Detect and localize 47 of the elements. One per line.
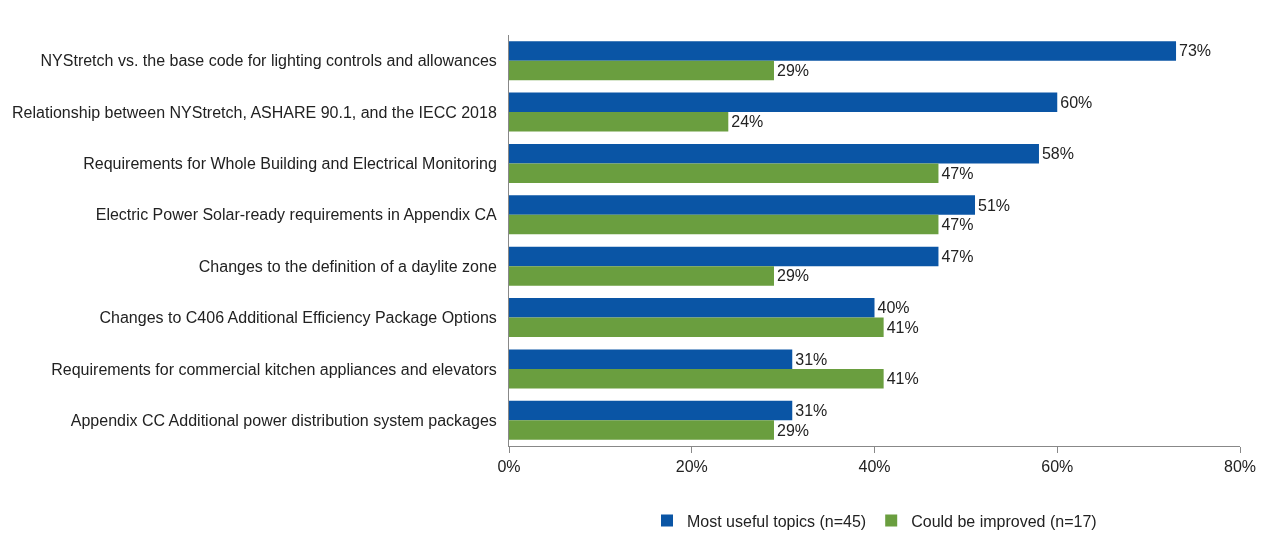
data-label: 47%	[941, 247, 974, 265]
bar	[509, 420, 774, 440]
bar	[509, 266, 774, 286]
bar	[509, 349, 793, 369]
bar	[509, 60, 774, 81]
y-tick-label: Changes to C406 Additional Efficiency Package Options	[99, 309, 497, 327]
bar	[509, 195, 976, 215]
bar	[509, 143, 1039, 164]
y-tick-label: Appendix CC Additional power distribution system packages	[70, 411, 497, 429]
bar	[509, 368, 884, 389]
y-tick-label: Requirements for Whole Building and Electrical Monitoring	[83, 155, 497, 173]
data-label: 40%	[877, 299, 910, 317]
bar	[509, 112, 729, 132]
data-label: 24%	[731, 113, 764, 131]
data-label: 31%	[795, 350, 828, 368]
data-label: 47%	[941, 164, 974, 182]
y-tick-label: Relationship between NYStretch, ASHARE 90.1, and the IECC 2018	[12, 103, 497, 121]
data-label: 29%	[776, 421, 810, 439]
legend-label: Could be improved (n=17)	[911, 512, 1097, 530]
data-label: 41%	[886, 318, 919, 336]
data-label: 41%	[886, 370, 919, 388]
data-label: 58%	[1041, 145, 1074, 163]
bar	[509, 214, 939, 235]
data-label: 31%	[795, 402, 828, 420]
x-tick-label: 20%	[675, 458, 708, 476]
y-tick-label: Requirements for commercial kitchen appliances and elevators	[51, 360, 497, 378]
x-tick-label: 0%	[497, 458, 521, 476]
data-label: 47%	[941, 216, 974, 234]
bar	[509, 317, 884, 338]
data-label: 51%	[978, 196, 1011, 214]
bar	[509, 246, 939, 267]
y-tick-label: Electric Power Solar-ready requirements in Appendix CA	[95, 206, 498, 224]
bar	[509, 298, 875, 318]
bar	[509, 41, 1177, 61]
data-label: 29%	[776, 267, 810, 285]
y-tick-label: Changes to the definition of a daylite zone	[198, 257, 497, 275]
data-label: 73%	[1179, 42, 1212, 60]
y-tick-label: NYStretch vs. the base code for lighting controls and allowances	[40, 52, 497, 70]
legend-label: Most useful topics (n=45)	[687, 512, 867, 530]
x-tick-label: 40%	[858, 458, 891, 476]
x-tick-label: 60%	[1041, 458, 1074, 476]
bar	[509, 400, 793, 421]
bar	[509, 92, 1058, 113]
x-tick-label: 80%	[1223, 458, 1257, 476]
data-label: 60%	[1060, 93, 1093, 111]
bar	[509, 163, 939, 183]
data-label: 29%	[776, 61, 810, 79]
